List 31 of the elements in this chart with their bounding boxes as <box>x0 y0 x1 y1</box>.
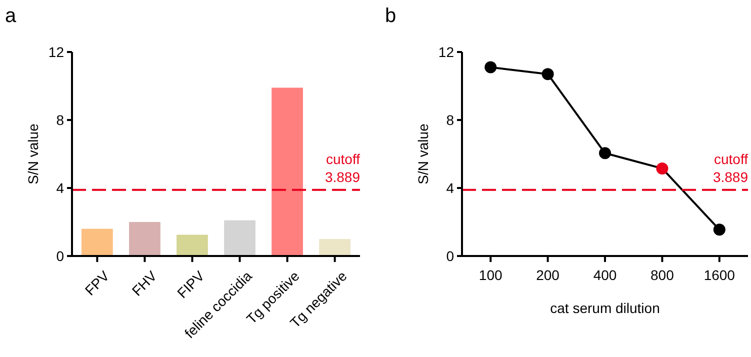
x-axis-title: cat serum dilution <box>550 300 660 316</box>
bar <box>224 220 256 256</box>
x-tick-label: 800 <box>650 267 674 283</box>
x-tick-label: 100 <box>478 267 502 283</box>
y-tick-label: 4 <box>446 180 454 196</box>
ref-line-label: cutoff 3.889 <box>324 150 360 185</box>
y-axis-title: S/N value <box>415 123 431 184</box>
point <box>599 147 611 160</box>
ref-line-label: cutoff 3.889 <box>712 150 748 185</box>
bar <box>129 222 160 256</box>
bar <box>319 239 350 256</box>
point <box>542 68 554 80</box>
y-tick-label: 8 <box>446 112 454 128</box>
point <box>656 162 668 174</box>
point <box>484 61 497 74</box>
x-tick-label: 400 <box>593 267 617 283</box>
y-axis-title: S/N value <box>25 123 41 184</box>
y-tick-label: 0 <box>446 248 454 264</box>
point <box>713 224 726 236</box>
x-tick-label: 200 <box>536 267 560 283</box>
chart-title: a <box>5 5 17 27</box>
y-tick-label: 12 <box>438 44 454 60</box>
bar <box>176 234 208 256</box>
bar <box>272 88 303 256</box>
y-tick-label: 4 <box>56 180 64 196</box>
y-tick-label: 12 <box>48 44 64 60</box>
y-tick-label: 8 <box>56 112 64 128</box>
bar <box>82 228 113 256</box>
x-tick-label: 1600 <box>704 267 736 283</box>
y-tick-label: 0 <box>56 248 64 264</box>
chart-title: b <box>385 5 396 27</box>
